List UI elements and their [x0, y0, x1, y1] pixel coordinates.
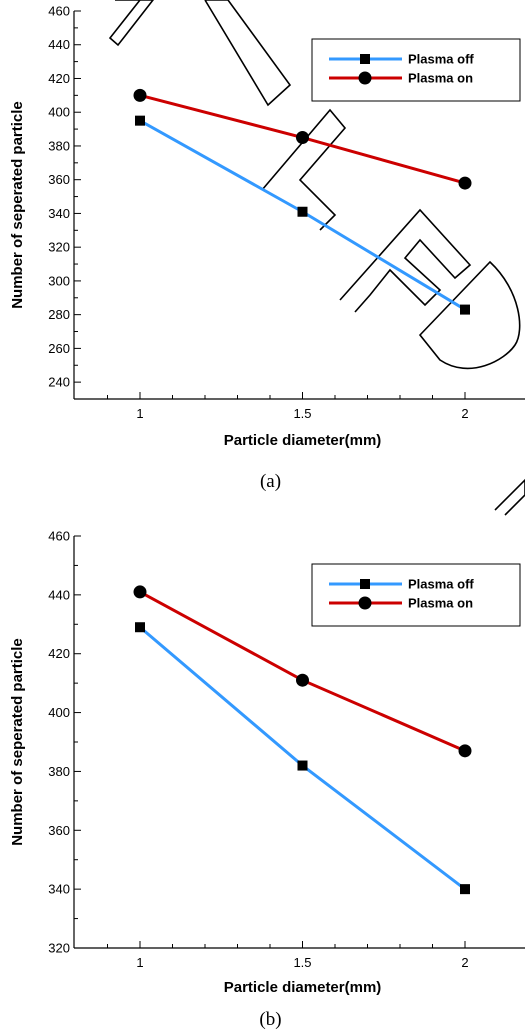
y-tick-label: 440	[48, 587, 70, 602]
y-tick-label: 420	[48, 646, 70, 661]
figure-caption: (b)	[259, 1009, 281, 1030]
x-tick-label: 2	[461, 406, 468, 421]
series-line-plasma-off	[139, 626, 466, 891]
y-tick-label: 360	[48, 823, 70, 838]
legend-marker-square	[360, 579, 370, 589]
watermark-lettering	[108, 0, 525, 516]
y-tick-label: 280	[48, 307, 70, 322]
x-tick-label: 1.5	[293, 406, 311, 421]
x-tick-label: 2	[461, 955, 468, 970]
legend-box	[311, 38, 521, 102]
data-point-circle	[458, 744, 472, 758]
y-tick-label: 340	[48, 206, 70, 221]
y-axis-title: Number of seperated particle	[9, 101, 26, 309]
data-point-circle	[296, 131, 309, 145]
legend-label: Plasma off	[408, 52, 474, 67]
y-tick-label: 300	[48, 273, 70, 288]
x-axis-title: Particle diameter(mm)	[224, 979, 382, 996]
watermark-stroke	[108, 0, 155, 47]
legend-label: Plasma on	[408, 71, 473, 86]
y-tick-label: 260	[48, 341, 70, 356]
y-tick-label: 420	[48, 71, 70, 86]
data-point-square	[460, 884, 470, 895]
watermark-stroke	[494, 478, 525, 516]
y-axis-title: Number of seperated particle	[9, 638, 26, 846]
legend-marker-circle	[358, 71, 372, 85]
y-tick-label: 460	[48, 4, 70, 19]
y-tick-label: 240	[48, 375, 70, 390]
y-tick-label: 380	[48, 764, 70, 779]
y-tick-label: 440	[48, 37, 70, 52]
figure-caption: (a)	[260, 471, 281, 492]
x-tick-label: 1	[136, 955, 143, 970]
x-tick-label: 1.5	[293, 955, 311, 970]
x-axis-title: Particle diameter(mm)	[224, 432, 382, 449]
data-point-circle	[296, 673, 309, 687]
watermark-stroke	[339, 208, 472, 313]
legend: Plasma off Plasma on	[311, 38, 521, 102]
y-tick-label: 400	[48, 705, 70, 720]
y-tick-label: 360	[48, 172, 70, 187]
data-point-circle	[133, 585, 147, 599]
legend-box	[311, 563, 521, 627]
data-point-circle	[133, 88, 147, 102]
y-tick-label: 400	[48, 105, 70, 120]
data-point-circle	[458, 176, 472, 190]
watermark-stroke	[261, 108, 347, 231]
y-tick-label: 320	[48, 240, 70, 255]
legend-marker-square	[360, 54, 370, 64]
chart-panel-a: 240 260 280 300 320 340 360 380 400 420 440 460 1 1.5…	[9, 4, 525, 492]
legend: Plasma off Plasma on	[311, 563, 521, 627]
y-tick-label: 380	[48, 138, 70, 153]
data-point-square	[135, 622, 145, 633]
watermark-stroke	[204, 0, 292, 107]
legend-label: Plasma on	[408, 596, 473, 611]
data-point-square	[460, 304, 470, 315]
y-tick-label: 320	[48, 941, 70, 956]
x-tick-label: 1	[136, 406, 143, 421]
data-point-square	[297, 206, 308, 217]
data-point-square	[135, 115, 145, 126]
y-tick-label: 340	[48, 882, 70, 897]
watermark-stroke	[418, 260, 521, 370]
y-tick-label: 460	[48, 529, 70, 544]
legend-marker-circle	[358, 596, 372, 610]
legend-label: Plasma off	[408, 577, 474, 592]
chart-panel-b: 320 340 360 380 400 420 440 460 1 1.5 2 Particle di…	[9, 529, 525, 1030]
data-point-square	[297, 760, 308, 771]
